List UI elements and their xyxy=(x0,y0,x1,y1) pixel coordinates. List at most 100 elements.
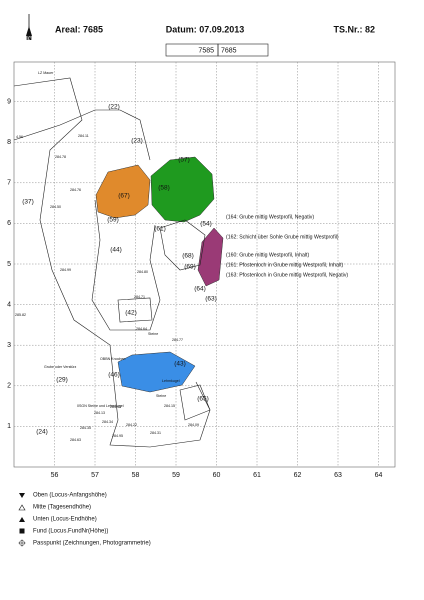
heights: 284.11 284.78 284.76 284.50 285.82 284.9… xyxy=(15,134,199,442)
outline xyxy=(159,219,206,271)
legend-text: Oben (Locus-Anfangshöhe) xyxy=(33,493,107,499)
legend-symbol xyxy=(19,493,25,498)
annotation: (164: Grube mittig Westprofil, Negativ) xyxy=(226,214,314,220)
height: 284.76 xyxy=(70,188,81,192)
feature-label: (46) xyxy=(108,372,120,379)
feature-label: (61) xyxy=(154,226,166,233)
feature-label: (63) xyxy=(205,296,217,303)
areal: Areal: 7685 xyxy=(55,24,103,34)
note: OBBN Knochen xyxy=(100,357,125,361)
y-tick-label: 3 xyxy=(7,342,11,349)
feature-43-46 xyxy=(117,351,196,393)
annotation: (162: Schicht über Sohle Grube mittig We… xyxy=(226,234,339,240)
legend-text: Passpunkt (Zeichnungen, Photogrammetrie) xyxy=(33,541,151,547)
grid: 56 57 58 59 60 61 62 63 64 9 8 7 6 5 4 3 2 1 xyxy=(7,62,395,479)
feature-160 xyxy=(197,227,224,287)
height: 4.56 xyxy=(16,135,23,139)
feature-label: (42) xyxy=(125,310,137,317)
sheet-box xyxy=(217,43,269,57)
height: 284.15 xyxy=(164,404,175,408)
y-tick-label: 5 xyxy=(7,261,11,268)
legend-text: Mitte (Tagesendhöhe) xyxy=(33,505,91,511)
legend-symbol xyxy=(18,539,26,547)
north-arrow: N xyxy=(26,14,32,42)
feature-label: (67) xyxy=(118,193,130,200)
x-tick-label: 58 xyxy=(132,472,140,479)
annotation: (160: Grube mittig Westprofil, Inhalt) xyxy=(226,252,309,258)
height: 284.35 xyxy=(80,426,91,430)
note: LZ Mauer xyxy=(38,71,54,75)
feature-label: (57) xyxy=(178,157,190,164)
y-tick-label: 7 xyxy=(7,180,11,187)
y-tick-label: 1 xyxy=(7,423,11,430)
map-frame xyxy=(13,61,396,468)
height: 284.95 xyxy=(112,434,123,438)
y-tick-label: 2 xyxy=(7,383,11,390)
height: 284.22 xyxy=(126,423,137,427)
annotations: (164: Grube mittig Westprofil, Negativ) … xyxy=(226,214,348,278)
x-tick-label: 62 xyxy=(294,472,302,479)
annotation: (163: Pfostenloch in Grube mittig Westpr… xyxy=(226,272,348,278)
svg-text:N: N xyxy=(26,33,32,42)
x-tick-label: 56 xyxy=(51,472,59,479)
legend-text: Unten (Locus-Endhöhe) xyxy=(33,517,97,523)
note: 0SGN Steine und Lehmkugel xyxy=(77,404,124,408)
height: 284.31 xyxy=(150,431,161,435)
feature-label: (43) xyxy=(174,361,186,368)
note: Grube oder Verstürz xyxy=(44,365,77,369)
annotation: (161: Pfostenloch in Grube mittig Westpr… xyxy=(226,262,344,268)
datum: Datum: 07.09.2013 xyxy=(166,24,245,34)
height: 284.43 xyxy=(110,405,121,409)
sheet-label: 7685 xyxy=(221,47,237,54)
height: 284.50 xyxy=(50,205,61,209)
feature-label: (58) xyxy=(158,185,170,192)
height: 284.63 xyxy=(70,438,81,442)
feature-label: (59) xyxy=(107,217,119,224)
feature-label: (69) xyxy=(184,264,196,271)
x-tick-label: 57 xyxy=(91,472,99,479)
height: 284.13 xyxy=(94,411,105,415)
y-tick-label: 4 xyxy=(7,301,11,308)
note: Lehmkugel xyxy=(162,379,180,383)
outline xyxy=(13,109,151,161)
height: 284.71 xyxy=(134,295,145,299)
x-tick-label: 61 xyxy=(253,472,261,479)
feature-label: (24) xyxy=(36,429,48,436)
outline xyxy=(117,297,153,323)
feature-label: (23) xyxy=(131,138,143,145)
feature-label: (37) xyxy=(22,199,34,206)
feature-label: (64) xyxy=(194,286,206,293)
x-tick-label: 59 xyxy=(172,472,180,479)
height: 284.11 xyxy=(78,134,89,138)
legend-symbol xyxy=(19,517,25,522)
x-tick-label: 63 xyxy=(334,472,342,479)
notes: LZ Mauer Steine Grube oder Verstürz OBBN… xyxy=(38,71,180,408)
x-tick-label: 64 xyxy=(375,472,383,479)
y-tick-label: 6 xyxy=(7,220,11,227)
sheet-label: 7585 xyxy=(198,47,214,54)
legend: Oben (Locus-Anfangshöhe) Mitte (Tagesend… xyxy=(18,493,151,547)
note: Steine xyxy=(156,394,166,398)
legend-symbol xyxy=(19,528,25,534)
feature-label: (22) xyxy=(108,104,120,111)
y-tick-label: 9 xyxy=(7,98,11,105)
outline xyxy=(13,77,211,448)
height: 284.99 xyxy=(60,268,71,272)
note: Steine xyxy=(148,332,158,336)
height: 284.80 xyxy=(137,270,148,274)
feature-label: (29) xyxy=(56,377,68,384)
feature-57-58 xyxy=(150,156,215,223)
feature-label: (68) xyxy=(182,253,194,260)
feature-labels: (22) (23) (37) (67) (59) (58) (57) (44) … xyxy=(22,104,217,436)
feature-67 xyxy=(95,164,151,219)
ts-nr: TS.Nr.: 82 xyxy=(333,24,375,34)
height: 284.34 xyxy=(102,420,113,424)
outline xyxy=(91,199,161,331)
height: 285.82 xyxy=(15,313,26,317)
height: 284.77 xyxy=(172,338,183,342)
height: 284.09 xyxy=(188,423,199,427)
x-tick-label: 60 xyxy=(213,472,221,479)
feature-label: (54) xyxy=(200,221,212,228)
